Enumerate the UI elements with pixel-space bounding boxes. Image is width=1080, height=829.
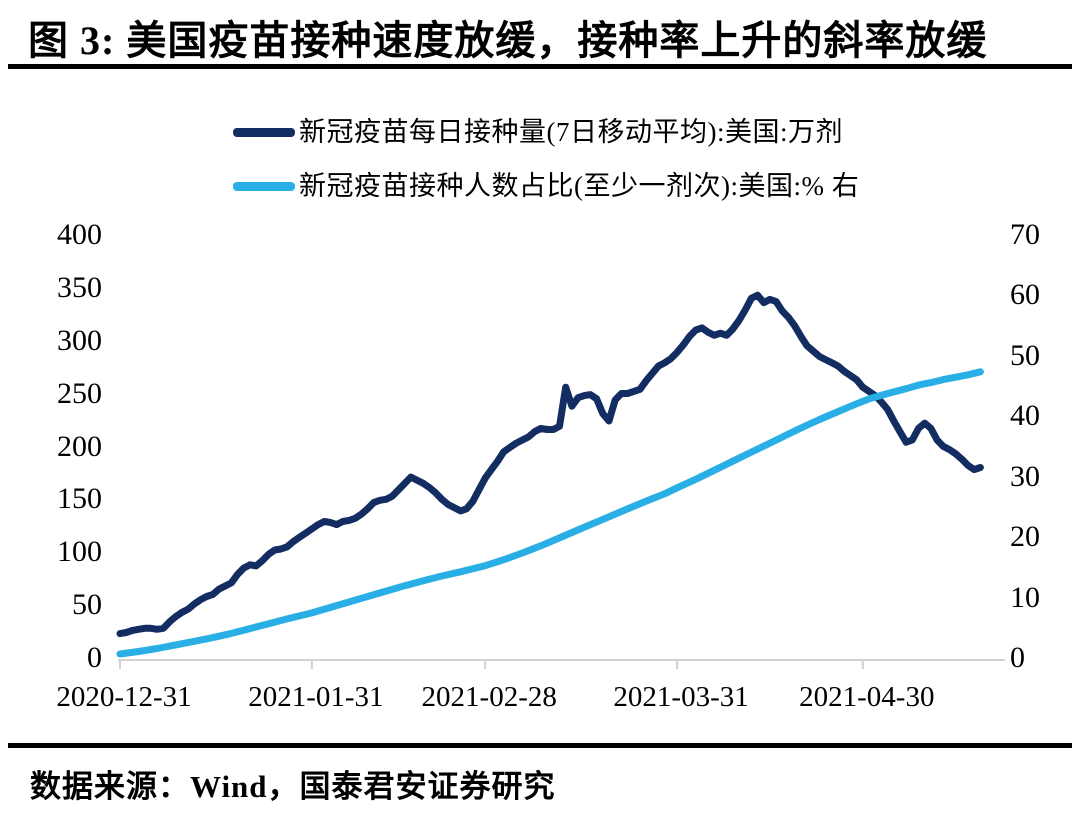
chart-legend: 新冠疫苗每日接种量(7日移动平均):美国:万剂 新冠疫苗接种人数占比(至少一剂次… bbox=[233, 117, 859, 225]
left-axis-tick-label: 0 bbox=[87, 641, 102, 674]
legend-item-daily-doses: 新冠疫苗每日接种量(7日移动平均):美国:万剂 bbox=[233, 117, 859, 147]
left-axis-tick-label: 250 bbox=[57, 376, 102, 410]
series-line-daily-doses bbox=[116, 291, 984, 638]
right-axis-tick-label: 50 bbox=[1010, 338, 1040, 372]
legend-label-daily-doses: 新冠疫苗每日接种量(7日移动平均):美国:万剂 bbox=[299, 117, 843, 147]
right-axis-tick-label: 20 bbox=[1010, 520, 1040, 554]
legend-label-share-vaccinated: 新冠疫苗接种人数占比(至少一剂次):美国:% 右 bbox=[299, 171, 860, 201]
legend-line-swatch-lightblue bbox=[233, 181, 295, 191]
left-axis-tick-label: 50 bbox=[72, 588, 102, 622]
title-divider bbox=[8, 64, 1072, 69]
x-axis-tick-label: 2021-02-28 bbox=[421, 681, 557, 713]
left-axis-tick-label: 200 bbox=[57, 429, 102, 463]
x-axis-tick-label: 2021-03-31 bbox=[613, 681, 749, 713]
series-line-share-vaccinated bbox=[116, 368, 984, 658]
legend-item-share-vaccinated: 新冠疫苗接种人数占比(至少一剂次):美国:% 右 bbox=[233, 171, 859, 201]
left-axis-tick-label: 300 bbox=[57, 323, 102, 357]
left-axis-tick-label: 400 bbox=[57, 218, 102, 251]
left-axis-tick-label: 100 bbox=[57, 535, 102, 569]
legend-line-swatch-navy bbox=[233, 127, 295, 137]
right-axis-tick-label: 40 bbox=[1010, 399, 1040, 433]
x-axis-tick-label: 2020-12-31 bbox=[56, 681, 192, 713]
x-axis-tick-label: 2021-04-30 bbox=[799, 681, 935, 713]
right-axis-tick-label: 10 bbox=[1010, 580, 1040, 614]
right-axis-tick-label: 60 bbox=[1010, 278, 1040, 312]
left-axis-tick-label: 350 bbox=[57, 270, 102, 304]
right-axis-tick-label: 30 bbox=[1010, 459, 1040, 493]
data-source: 数据来源：Wind，国泰君安证券研究 bbox=[30, 769, 556, 804]
right-axis-tick-label: 0 bbox=[1010, 641, 1025, 674]
right-axis-tick-label: 70 bbox=[1010, 218, 1040, 251]
x-axis-tick-label: 2021-01-31 bbox=[248, 681, 384, 713]
figure-title: 图 3: 美国疫苗接种速度放缓，接种率上升的斜率放缓 bbox=[28, 18, 988, 63]
footer-divider bbox=[8, 743, 1072, 748]
left-axis-tick-label: 150 bbox=[57, 482, 102, 516]
